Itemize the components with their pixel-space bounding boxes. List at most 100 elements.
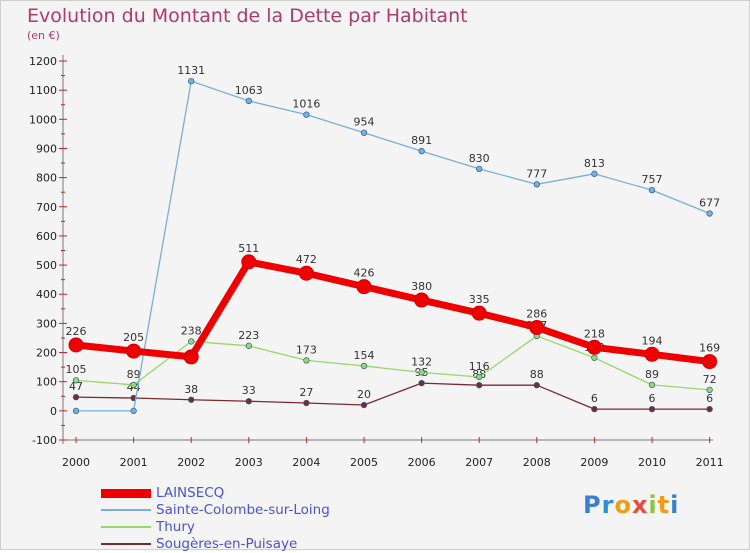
data-label-sougeres-en-puisaye: 6: [649, 392, 656, 405]
data-point-sougeres-en-puisaye: [648, 405, 656, 413]
data-label-sougeres-en-puisaye: 47: [69, 380, 83, 393]
data-point-sougeres-en-puisaye: [418, 380, 425, 387]
logo-letter: i: [648, 491, 658, 519]
data-label-thury: 132: [411, 355, 432, 368]
data-label-thury: 238: [181, 324, 202, 337]
data-label-lainsecq: 472: [296, 253, 317, 266]
series-line-thury: [75, 335, 711, 391]
x-tick-label: 2001: [120, 456, 148, 469]
legend-label: LAINSECQ: [156, 485, 225, 501]
proxiti-logo: Proxiti: [583, 491, 679, 519]
data-label-thury: 116: [469, 360, 490, 373]
data-label-sainte-colombe-sur-loing: 954: [354, 116, 375, 129]
x-tick-label: 2008: [523, 456, 551, 469]
y-tick-label: 700: [36, 201, 57, 214]
y-tick-label: 1200: [29, 55, 57, 68]
data-point-thury: [476, 373, 483, 381]
series-line-sainte-colombe-sur-loing: [75, 80, 711, 412]
data-point-sainte-colombe-sur-loing: [360, 129, 368, 136]
data-point-sainte-colombe-sur-loing: [591, 170, 598, 177]
data-point-thury: [72, 377, 80, 384]
y-tick-label: 800: [36, 172, 57, 185]
data-label-lainsecq: 286: [526, 307, 547, 320]
logo-letter: t: [657, 491, 671, 519]
x-tick-label: 2002: [177, 456, 205, 469]
data-point-lainsecq: [126, 343, 142, 359]
data-label-lainsecq: 511: [238, 242, 259, 255]
x-tick-label: 2005: [350, 456, 378, 469]
data-label-thury: 72: [703, 373, 717, 386]
data-label-lainsecq: 218: [584, 327, 605, 340]
data-point-thury: [648, 381, 656, 389]
data-label-sainte-colombe-sur-loing: 1063: [235, 84, 263, 97]
data-label-sougeres-en-puisaye: 88: [530, 368, 544, 381]
data-point-sainte-colombe-sur-loing: [303, 111, 310, 118]
data-point-thury: [706, 386, 713, 394]
data-point-sainte-colombe-sur-loing: [648, 187, 656, 194]
data-label-sainte-colombe-sur-loing: 757: [642, 173, 663, 186]
data-label-sainte-colombe-sur-loing: 1131: [177, 64, 205, 77]
y-tick-label: 100: [36, 376, 57, 389]
data-label-sougeres-en-puisaye: 20: [357, 388, 371, 401]
data-point-lainsecq: [68, 337, 84, 353]
y-tick-label: 0: [50, 405, 57, 418]
data-point-sainte-colombe-sur-loing: [72, 407, 80, 414]
data-label-lainsecq: 426: [354, 267, 375, 280]
data-label-thury: 89: [645, 368, 659, 381]
data-label-sainte-colombe-sur-loing: 891: [411, 134, 432, 147]
data-label-lainsecq: 194: [642, 334, 663, 347]
x-tick-label: 2003: [235, 456, 263, 469]
data-label-sougeres-en-puisaye: 33: [242, 384, 256, 397]
series-line-sougeres-en-puisaye: [75, 382, 711, 410]
data-point-sainte-colombe-sur-loing: [130, 407, 137, 414]
data-point-sainte-colombe-sur-loing: [476, 165, 483, 173]
data-label-thury: 105: [66, 363, 87, 376]
legend-swatch: [101, 526, 151, 528]
y-tick-label: 500: [36, 259, 57, 272]
data-point-sougeres-en-puisaye: [245, 398, 252, 405]
y-tick-label: -100: [32, 434, 57, 447]
chart-title: Evolution du Montant de la Dette par Hab…: [27, 5, 468, 27]
data-point-lainsecq: [356, 279, 372, 295]
logo-letter: o: [614, 491, 632, 519]
y-tick-label: 300: [36, 317, 57, 330]
data-label-sainte-colombe-sur-loing: 1016: [292, 98, 320, 111]
data-label-sainte-colombe-sur-loing: 677: [699, 196, 720, 209]
data-point-sougeres-en-puisaye: [188, 396, 195, 403]
x-tick-label: 2011: [696, 456, 724, 469]
data-point-sainte-colombe-sur-loing: [533, 181, 540, 188]
data-point-lainsecq: [183, 349, 199, 365]
data-label-thury: 154: [354, 349, 375, 362]
series-line-lainsecq: [72, 258, 714, 366]
data-label-sougeres-en-puisaye: 6: [706, 392, 713, 405]
data-point-sainte-colombe-sur-loing: [418, 147, 425, 155]
unit-label: (en €): [27, 29, 60, 42]
data-point-sougeres-en-puisaye: [303, 399, 310, 407]
y-tick-label: 1100: [29, 84, 57, 97]
data-point-sougeres-en-puisaye: [476, 382, 483, 389]
y-tick-label: 1000: [29, 113, 57, 126]
data-point-thury: [360, 362, 368, 370]
y-tick-label: 200: [36, 347, 57, 360]
data-point-lainsecq: [414, 292, 430, 308]
data-point-sainte-colombe-sur-loing: [706, 210, 713, 217]
x-tick-label: 2000: [62, 456, 90, 469]
data-point-lainsecq: [586, 339, 602, 355]
legend-swatch: [101, 509, 151, 511]
logo-letter: x: [631, 491, 649, 519]
data-point-lainsecq: [644, 346, 660, 362]
x-tick-label: 2004: [292, 456, 320, 469]
data-point-thury: [591, 354, 598, 361]
data-point-sougeres-en-puisaye: [72, 393, 80, 401]
x-tick-label: 2010: [638, 456, 666, 469]
data-point-thury: [245, 342, 252, 349]
data-label-sougeres-en-puisaye: 6: [591, 392, 598, 405]
data-point-sougeres-en-puisaye: [360, 401, 368, 409]
y-tick-label: 600: [36, 230, 57, 243]
data-point-sougeres-en-puisaye: [706, 405, 713, 413]
logo-letter: i: [670, 491, 680, 519]
data-point-sainte-colombe-sur-loing: [245, 97, 252, 105]
x-tick-label: 2006: [408, 456, 436, 469]
